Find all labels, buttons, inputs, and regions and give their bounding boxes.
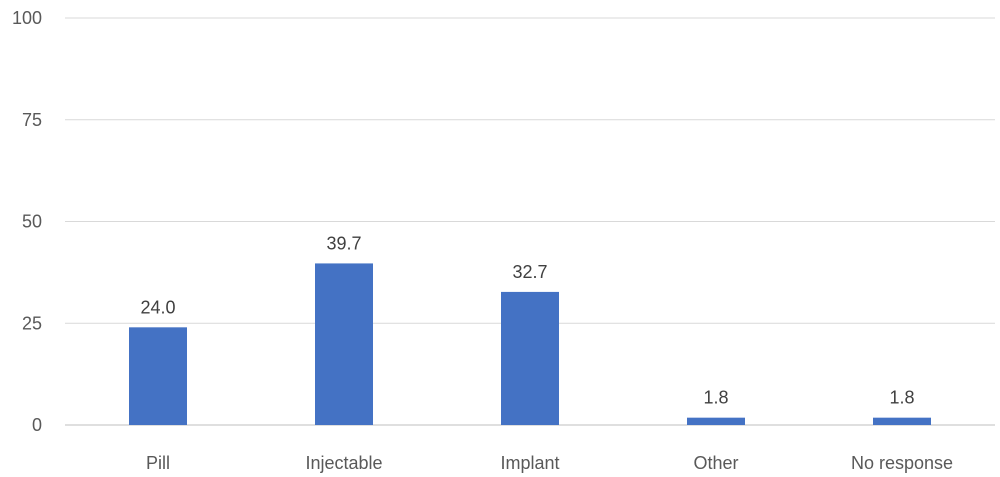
data-label: 1.8: [889, 388, 914, 408]
data-label: 1.8: [703, 388, 728, 408]
bar: [501, 291, 559, 425]
y-axis-tick-labels: 0 25 50 75 100: [12, 8, 42, 435]
bars: [129, 263, 931, 425]
bar: [873, 417, 931, 425]
y-tick-label: 50: [22, 212, 42, 232]
gridlines: [65, 17, 995, 426]
y-tick-label: 25: [22, 313, 42, 333]
category-label: Pill: [146, 453, 170, 473]
y-tick-label: 75: [22, 110, 42, 130]
data-label: 24.0: [140, 297, 175, 317]
category-label: Injectable: [305, 453, 382, 473]
bar: [315, 263, 373, 425]
y-tick-label: 100: [12, 8, 42, 28]
data-labels: 24.0 39.7 32.7 1.8 1.8: [140, 233, 914, 407]
x-axis-category-labels: Pill Injectable Implant Other No response: [146, 453, 953, 473]
category-label: Implant: [500, 453, 559, 473]
data-label: 39.7: [326, 233, 361, 253]
category-label: Other: [693, 453, 738, 473]
data-label: 32.7: [512, 262, 547, 282]
y-tick-label: 0: [32, 415, 42, 435]
category-label: No response: [851, 453, 953, 473]
bar: [687, 417, 745, 425]
bar: [129, 327, 187, 425]
